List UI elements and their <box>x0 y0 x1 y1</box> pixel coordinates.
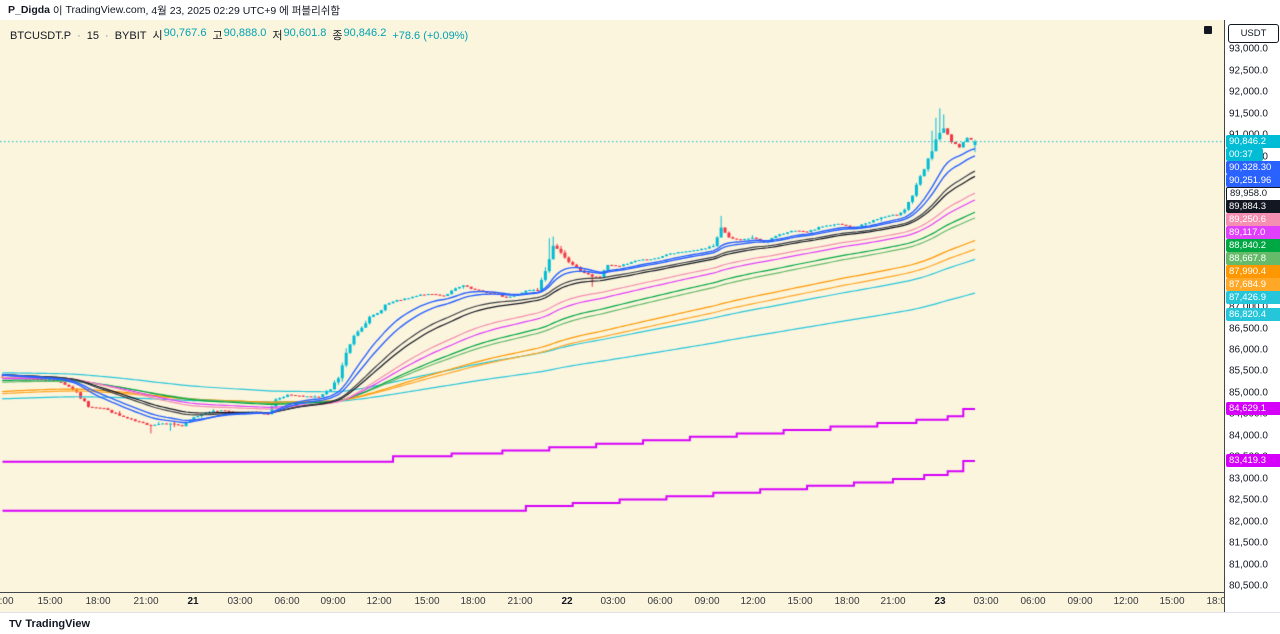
price-tick-label: 82,000.0 <box>1229 516 1268 528</box>
price-tick-label: 93,000.0 <box>1229 43 1268 55</box>
time-label: 15:00 <box>37 596 63 607</box>
price-tick-label: 82,500.0 <box>1229 494 1268 506</box>
time-label: 15:00 <box>787 596 813 607</box>
symbol-title: BTCUSDT.P <box>10 30 72 42</box>
trail-upper-badge: 84,629.1 <box>1226 402 1280 416</box>
time-label: 18:00 <box>460 596 486 607</box>
publish-site: TradingView.com <box>65 4 146 16</box>
chart-area: BTCUSDT.P · 15 · BYBIT 시 90,767.6 고 90,888… <box>0 20 1224 592</box>
legend-separator: · <box>105 30 109 42</box>
time-label: 12:00 <box>1113 596 1139 607</box>
price-axis[interactable]: USDT 93,000.0 92,500.0 92,000.0 91,500.0 91,… <box>1224 20 1280 612</box>
time-label: 12:00 <box>366 596 392 607</box>
time-label: 18:00 <box>1206 596 1224 607</box>
time-label: 12:00 <box>0 596 14 607</box>
ohlc-high: 고 90,888.0 <box>212 27 267 42</box>
price-tick-label: 81,500.0 <box>1229 537 1268 549</box>
time-label: 03:00 <box>973 596 999 607</box>
footer-brand[interactable]: TradingView <box>25 618 91 630</box>
change-label: +78.6 (+0.09%) <box>392 30 469 42</box>
price-tick-label: 86,000.0 <box>1229 344 1268 356</box>
price-tick-label: 85,500.0 <box>1229 365 1268 377</box>
publish-text-2: , 4월 23, 2025 02:29 UTC+9 에 퍼블리쉬함 <box>145 4 341 17</box>
time-label: 18:00 <box>834 596 860 607</box>
exchange-label: BYBIT <box>114 30 147 42</box>
legend-separator: · <box>77 30 81 42</box>
time-label: 15:00 <box>414 596 440 607</box>
date-label: 21 <box>187 596 199 607</box>
ma-blue-fast-badge: 90,328.30 <box>1226 161 1280 175</box>
time-label: 03:00 <box>227 596 253 607</box>
price-tick-label: 92,000.0 <box>1229 86 1268 98</box>
time-label: 15:00 <box>1159 596 1185 607</box>
price-tick-label: 86,500.0 <box>1229 323 1268 334</box>
ma-black-badge: 89,884.3 <box>1226 200 1280 214</box>
ma-orange-badge: 87,990.4 <box>1226 265 1280 279</box>
time-label: 06:00 <box>1020 596 1046 607</box>
publish-bar: P_Digda 이 TradingView.com, 4월 23, 2025 0… <box>0 0 1280 21</box>
ma-green-badge: 88,840.2 <box>1226 239 1280 253</box>
price-tick-label: 91,500.0 <box>1229 108 1268 120</box>
last-price-badge: 90,846.2 <box>1226 135 1280 149</box>
ma-blue-slow-badge: 90,251.96 <box>1226 174 1280 188</box>
trail-lower-badge: 83,419.3 <box>1226 454 1280 468</box>
ohlc-close: 종 90,846.2 <box>332 27 387 42</box>
interval-label: 15 <box>86 30 100 42</box>
tradingview-logo-icon: TV <box>9 618 22 630</box>
time-label: 21:00 <box>880 596 906 607</box>
time-label: 09:00 <box>694 596 720 607</box>
ma-cyan-badge: 87,426.9 <box>1226 291 1280 305</box>
price-tick-label: 81,000.0 <box>1229 559 1268 571</box>
time-label: 03:00 <box>600 596 626 607</box>
time-label: 21:00 <box>507 596 533 607</box>
price-tick-label: 80,500.0 <box>1229 580 1268 592</box>
time-label: 21:00 <box>133 596 159 607</box>
bar-countdown-badge: 00:37 <box>1226 148 1263 162</box>
ohlc-low: 저 90,601.8 <box>272 27 327 42</box>
ohlc-open: 시 90,767.6 <box>152 27 207 42</box>
time-label: 12:00 <box>740 596 766 607</box>
time-label: 06:00 <box>647 596 673 607</box>
date-label: 23 <box>934 596 946 607</box>
time-label: 09:00 <box>1067 596 1093 607</box>
date-label: 22 <box>561 596 573 607</box>
price-chart-canvas[interactable] <box>0 20 1224 592</box>
symbol-legend: BTCUSDT.P · 15 · BYBIT 시 90,767.6 고 90,888… <box>10 27 468 43</box>
price-tick-label: 92,500.0 <box>1229 65 1268 77</box>
price-tick-label: 91,000.0 <box>1229 130 1268 141</box>
tradingview-corner-mark-icon[interactable] <box>1204 26 1212 34</box>
price-tick-label: 84,000.0 <box>1229 430 1268 442</box>
ma-lightgreen-badge: 88,667.8 <box>1226 252 1280 266</box>
time-label: 18:00 <box>85 596 111 607</box>
footer-bar: TV TradingView <box>0 612 1280 634</box>
publish-text-1: 이 <box>50 4 66 17</box>
ma-orange2-badge: 87,684.9 <box>1226 278 1280 292</box>
currency-button[interactable]: USDT <box>1228 24 1279 43</box>
price-tick-label: 85,000.0 <box>1229 387 1268 399</box>
ma-pink-badge: 89,250.6 <box>1226 213 1280 227</box>
ma-magenta-badge: 89,117.0 <box>1226 226 1280 240</box>
time-label: 09:00 <box>320 596 346 607</box>
time-label: 06:00 <box>274 596 300 607</box>
price-tick-label: 83,000.0 <box>1229 473 1268 485</box>
time-axis[interactable]: 12:00 15:00 18:00 21:00 21 03:00 06:00 09:00 12:… <box>0 592 1224 613</box>
ma-cyan2-badge: 86,820.4 <box>1226 308 1280 322</box>
price-tick-label: 87,000.0 <box>1229 301 1268 313</box>
publisher-name: P_Digda <box>8 4 51 16</box>
